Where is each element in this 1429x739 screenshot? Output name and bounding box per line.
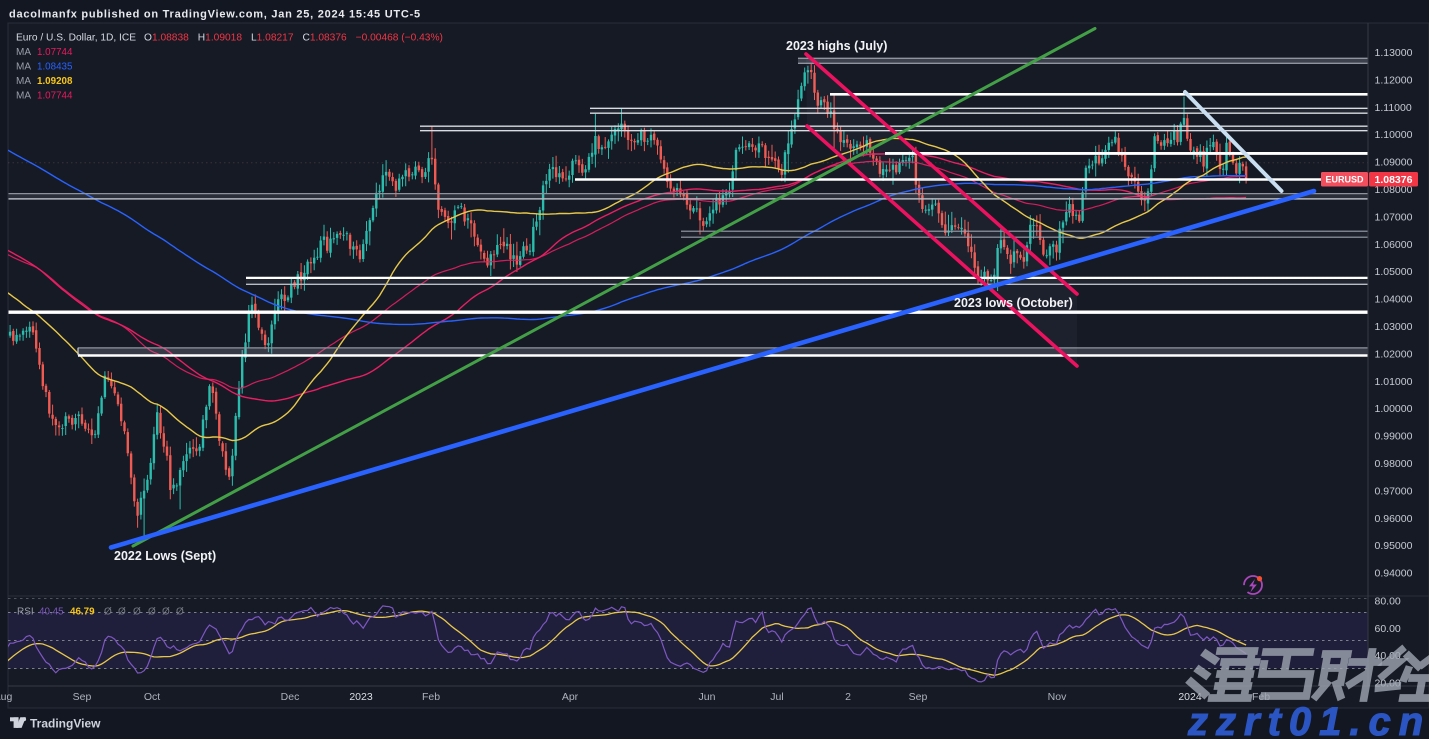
svg-text:2023 highs (July): 2023 highs (July): [786, 39, 887, 53]
svg-text:1.08000: 1.08000: [1375, 184, 1413, 196]
svg-text:1.09000: 1.09000: [1375, 157, 1413, 169]
svg-text:20.00: 20.00: [1375, 678, 1401, 690]
svg-text:1.05000: 1.05000: [1375, 266, 1413, 278]
svg-text:MA: MA: [16, 91, 31, 102]
svg-text:2024: 2024: [1178, 691, 1202, 703]
svg-text:Feb: Feb: [422, 691, 440, 703]
svg-text:46.79: 46.79: [70, 607, 95, 618]
svg-text:1.11000: 1.11000: [1375, 102, 1412, 114]
svg-text:MA: MA: [16, 47, 31, 58]
svg-text:60.00: 60.00: [1375, 623, 1401, 635]
svg-text:1.10000: 1.10000: [1375, 129, 1413, 141]
svg-text:Apr: Apr: [562, 691, 579, 703]
svg-text:Ø: Ø: [133, 607, 141, 618]
svg-text:Ø: Ø: [162, 607, 170, 618]
svg-text:0.99000: 0.99000: [1375, 431, 1413, 443]
svg-text:EURUSD: EURUSD: [1325, 175, 1364, 185]
svg-text:1.08376: 1.08376: [1375, 174, 1413, 186]
svg-text:1.09208: 1.09208: [37, 76, 73, 87]
svg-text:Sep: Sep: [73, 691, 92, 703]
svg-text:Jul: Jul: [770, 691, 783, 703]
svg-text:TradingView: TradingView: [30, 717, 101, 731]
svg-text:1.07000: 1.07000: [1375, 211, 1413, 223]
svg-text:Ø: Ø: [176, 607, 184, 618]
svg-text:Dec: Dec: [281, 691, 300, 703]
svg-text:2023 lows (October): 2023 lows (October): [954, 296, 1073, 310]
svg-text:Ø: Ø: [118, 607, 126, 618]
svg-text:1.01000: 1.01000: [1375, 376, 1413, 388]
svg-text:1.08435: 1.08435: [37, 61, 73, 72]
svg-text:Aug: Aug: [0, 691, 12, 703]
svg-text:1.04000: 1.04000: [1375, 294, 1413, 306]
svg-text:2023: 2023: [349, 691, 373, 703]
svg-text:0.94000: 0.94000: [1375, 568, 1413, 580]
svg-text:0.98000: 0.98000: [1375, 458, 1413, 470]
svg-text:0.96000: 0.96000: [1375, 513, 1413, 525]
svg-text:1.06000: 1.06000: [1375, 239, 1413, 251]
svg-text:Jun: Jun: [699, 691, 716, 703]
svg-text:RSI: RSI: [17, 607, 34, 618]
svg-text:Ø: Ø: [148, 607, 156, 618]
svg-text:40.45: 40.45: [39, 607, 64, 618]
svg-text:Ø: Ø: [104, 607, 112, 618]
svg-text:1.07744: 1.07744: [37, 47, 73, 58]
svg-text:80.00: 80.00: [1375, 596, 1401, 608]
svg-text:1.03000: 1.03000: [1375, 321, 1413, 333]
svg-text:MA: MA: [16, 76, 31, 87]
svg-text:1.00000: 1.00000: [1375, 403, 1413, 415]
svg-text:dacolmanfx published on Tradin: dacolmanfx published on TradingView.com,…: [9, 9, 421, 21]
svg-text:0.95000: 0.95000: [1375, 540, 1413, 552]
svg-text:1.12000: 1.12000: [1375, 74, 1413, 86]
svg-text:Sep: Sep: [909, 691, 928, 703]
svg-text:0.97000: 0.97000: [1375, 485, 1413, 497]
svg-text:2: 2: [845, 691, 851, 703]
svg-text:1.02000: 1.02000: [1375, 348, 1413, 360]
svg-text:MA: MA: [16, 61, 31, 72]
svg-text:1.13000: 1.13000: [1375, 47, 1413, 59]
svg-text:Nov: Nov: [1048, 691, 1067, 703]
svg-text:Oct: Oct: [144, 691, 160, 703]
svg-text:1.07744: 1.07744: [37, 91, 73, 102]
svg-text:2022 Lows (Sept): 2022 Lows (Sept): [114, 549, 216, 563]
